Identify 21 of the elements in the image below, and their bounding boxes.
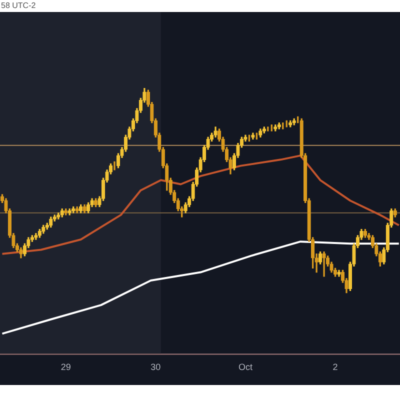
text: 58 UTC-2 — [0, 0, 37, 12]
candlestick — [322, 251, 326, 277]
candlestick — [393, 208, 397, 218]
candlestick — [318, 251, 322, 264]
candlestick — [82, 204, 86, 214]
candlestick — [19, 247, 23, 258]
candlestick — [256, 132, 258, 140]
candlestick — [363, 228, 368, 238]
x-tick-label: 30 — [150, 362, 161, 372]
x-tick-label: Oct — [238, 362, 253, 372]
candlestick — [262, 126, 266, 134]
candlestick — [274, 124, 278, 132]
x-tick-label: 2 — [332, 362, 338, 372]
candlestick — [56, 212, 60, 220]
candlestick — [34, 233, 38, 240]
x-tick-label: 29 — [60, 362, 71, 372]
candlestick — [60, 208, 64, 218]
candlestick — [49, 216, 53, 228]
candlestick — [214, 126, 218, 138]
candlestick — [258, 128, 262, 138]
candlestick — [38, 228, 42, 238]
